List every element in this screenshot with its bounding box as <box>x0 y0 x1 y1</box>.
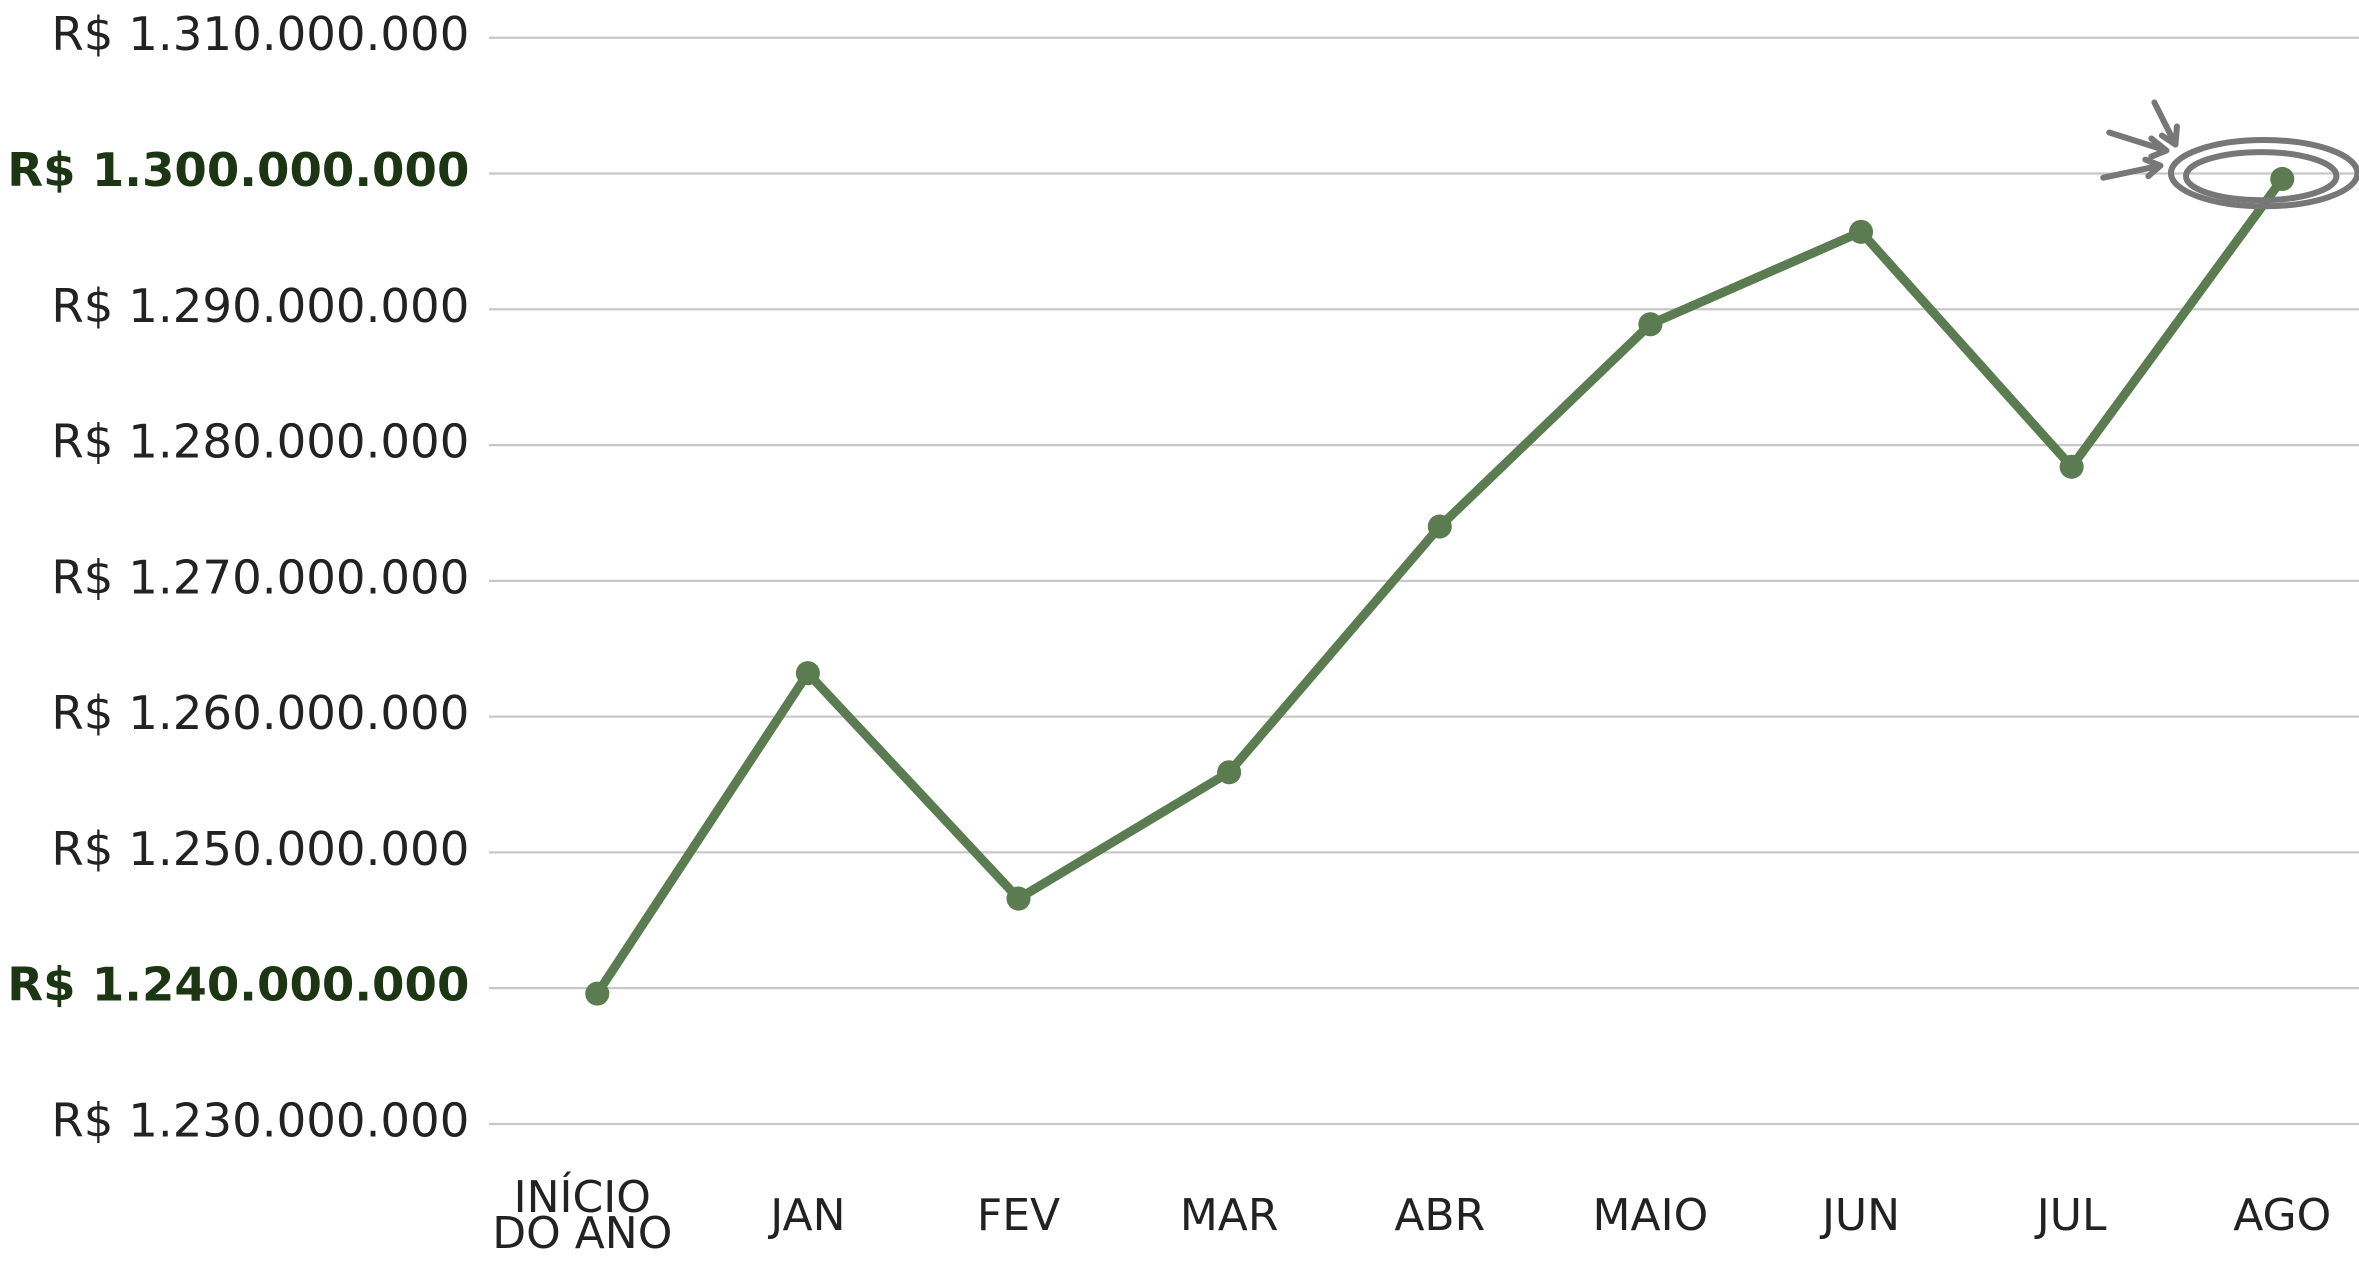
x-tick-label: MAIO <box>1592 1189 1709 1241</box>
point <box>1427 514 1452 539</box>
x-tick-label: INÍCIO DO ANO <box>492 1171 673 1259</box>
x-tick-label: FEV <box>976 1189 1061 1241</box>
highlight-annotation <box>2100 99 2359 210</box>
y-tick-label: R$ 1.260.000.000 <box>51 686 469 740</box>
y-tick-label: R$ 1.270.000.000 <box>51 550 469 604</box>
point <box>1848 219 1874 244</box>
x-tick-label: AGO <box>2233 1189 2332 1241</box>
y-tick-label: R$ 1.250.000.000 <box>51 822 469 876</box>
x-tick-label: ABR <box>1394 1189 1486 1241</box>
y-tick-label: R$ 1.280.000.000 <box>51 415 469 469</box>
y-tick-label: R$ 1.290.000.000 <box>51 279 469 333</box>
y-tick-label: R$ 1.310.000.000 <box>51 7 469 61</box>
point <box>1006 886 1031 911</box>
x-tick-label: JAN <box>770 1189 846 1241</box>
point <box>1638 312 1663 337</box>
line <box>593 176 2286 997</box>
x-tick-label: JUN <box>1821 1189 1901 1241</box>
point <box>2059 454 2084 479</box>
y-tick-label: R$ 1.240.000.000 <box>7 958 469 1012</box>
y-tick-label: R$ 1.300.000.000 <box>7 143 469 197</box>
point <box>2270 166 2295 191</box>
grid <box>488 36 2359 1126</box>
x-tick-label: JUL <box>2036 1189 2107 1241</box>
point <box>585 981 610 1006</box>
point <box>1217 760 1242 785</box>
x-tick-label: MAR <box>1179 1189 1279 1241</box>
point <box>795 661 820 686</box>
y-tick-label: R$ 1.230.000.000 <box>51 1093 469 1147</box>
